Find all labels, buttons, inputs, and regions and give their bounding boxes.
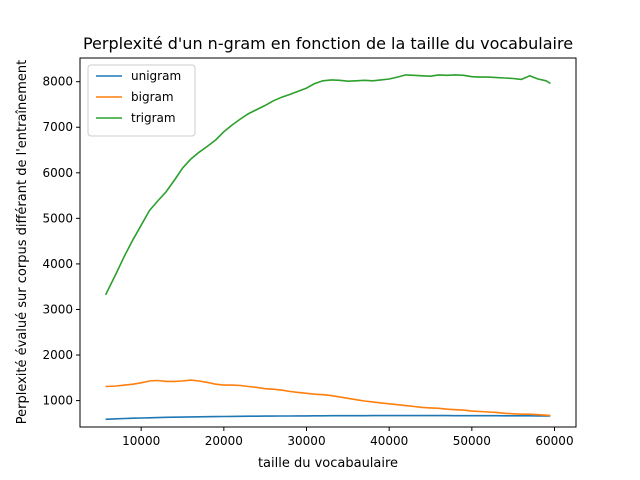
y-axis: 1000 2000 3000 4000 5000 6000 7000 8000 (42, 75, 80, 408)
x-tick-label: 40000 (370, 434, 408, 448)
plot-area (104, 74, 551, 421)
series-line-bigram (105, 379, 551, 417)
y-tick-label: 2000 (42, 348, 73, 362)
x-tick-label: 20000 (205, 434, 243, 448)
y-tick-label: 3000 (42, 302, 73, 316)
y-tick-label: 6000 (42, 166, 73, 180)
legend: unigram bigram trigram (87, 64, 196, 137)
x-tick-label: 10000 (122, 434, 160, 448)
x-tick-label: 60000 (535, 434, 573, 448)
series-line-trigram (104, 74, 551, 296)
y-tick-label: 7000 (42, 120, 73, 134)
legend-label-bigram: bigram (131, 90, 174, 104)
x-axis: 10000 20000 30000 40000 50000 60000 (122, 427, 574, 448)
legend-label-unigram: unigram (131, 69, 181, 83)
axes-frame (79, 57, 577, 428)
y-tick-label: 1000 (42, 394, 73, 408)
y-axis-label: Perplexité évalué sur corpus différant d… (15, 60, 30, 425)
x-axis-label: taille du vocabaulaire (258, 456, 398, 471)
y-tick-label: 8000 (42, 75, 73, 89)
x-tick-label: 30000 (287, 434, 325, 448)
series-line-unigram (105, 414, 551, 421)
chart-title: Perplexité d'un n-gram en fonction de la… (83, 34, 573, 53)
y-tick-label: 5000 (42, 211, 73, 225)
y-tick-label: 4000 (42, 257, 73, 271)
x-tick-label: 50000 (453, 434, 491, 448)
legend-label-trigram: trigram (131, 111, 176, 125)
